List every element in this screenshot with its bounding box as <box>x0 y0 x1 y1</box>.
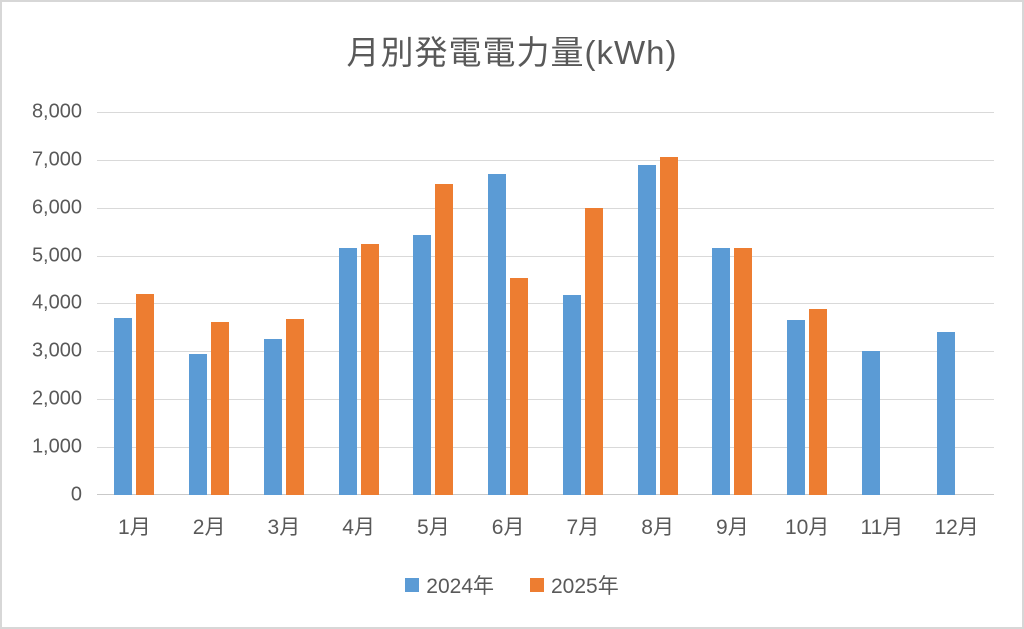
x-tick-label: 7月 <box>566 516 600 539</box>
bar-2024年-12月 <box>936 332 955 495</box>
bar-group-5月 <box>396 112 471 495</box>
gridline <box>97 112 994 113</box>
x-tick-label: 12月 <box>934 516 979 539</box>
gridline <box>97 160 994 161</box>
y-tick-label: 6,000 <box>31 196 82 219</box>
y-tick-label: 1,000 <box>31 435 82 458</box>
plot-area <box>97 112 994 495</box>
bar-2024年-11月 <box>861 351 880 495</box>
x-tick-label: 9月 <box>716 516 749 539</box>
y-tick-label: 5,000 <box>31 244 82 267</box>
bar-2025年-10月 <box>809 309 828 495</box>
gridline <box>97 303 994 304</box>
legend-label: 2025年 <box>551 575 619 598</box>
bar-2024年-6月 <box>488 174 507 495</box>
x-tick-label: 10月 <box>784 516 830 539</box>
bar-2025年-4月 <box>360 244 379 495</box>
legend-item-2024年: 2024年 <box>405 570 494 600</box>
legend-label: 2024年 <box>426 575 494 598</box>
y-tick-label: 3,000 <box>31 339 82 362</box>
x-axis: 1月 2月 3月 4月 5月 6月 7月 8月 9月 10月 11月 12月 <box>97 507 994 543</box>
bar-2024年-9月 <box>712 248 731 495</box>
bar-2025年-5月 <box>435 184 454 495</box>
bar-2024年-8月 <box>637 165 656 495</box>
y-tick-label: 7,000 <box>31 148 82 171</box>
bar-2025年-1月 <box>136 294 155 495</box>
y-tick-label: 0 <box>70 483 82 506</box>
bar-group-6月 <box>471 112 546 495</box>
bar-2025年-3月 <box>285 319 304 495</box>
gridline <box>97 399 994 400</box>
y-tick-label: 2,000 <box>31 387 82 410</box>
legend: 2024年 2025年 <box>2 570 1022 600</box>
x-axis-line <box>97 494 994 495</box>
bar-group-8月 <box>620 112 695 495</box>
gridline <box>97 256 994 257</box>
legend-swatch-icon <box>530 578 544 592</box>
x-tick-label: 8月 <box>641 516 674 539</box>
bar-2024年-5月 <box>413 235 432 495</box>
bar-2025年-2月 <box>211 322 230 495</box>
x-tick-label: 11月 <box>860 516 904 539</box>
bar-2024年-4月 <box>338 248 357 495</box>
legend-swatch-icon <box>405 578 420 592</box>
bar-2024年-2月 <box>189 354 208 495</box>
bar-group-10月 <box>770 112 845 495</box>
x-tick-label: 4月 <box>342 516 375 539</box>
bar-group-4月 <box>321 112 396 495</box>
y-tick-label: 4,000 <box>31 291 82 314</box>
x-tick-label: 6月 <box>491 516 525 539</box>
x-tick-label: 3月 <box>267 516 301 539</box>
bar-2025年-8月 <box>659 157 678 495</box>
bar-group-7月 <box>546 112 621 495</box>
gridline <box>97 208 994 209</box>
x-tick-label: 2月 <box>192 516 226 539</box>
bar-group-1月 <box>97 112 172 495</box>
gridline <box>97 351 994 352</box>
bar-2024年-3月 <box>263 339 282 495</box>
bar-2025年-9月 <box>734 248 753 495</box>
bar-2024年-10月 <box>787 320 806 495</box>
bar-group-2月 <box>172 112 247 495</box>
y-tick-label: 8,000 <box>31 100 82 123</box>
y-axis: 0 1,000 2,000 3,000 4,000 5,000 6,000 7,000 8,00… <box>2 101 82 506</box>
bar-group-9月 <box>695 112 770 495</box>
bar-group-3月 <box>247 112 322 495</box>
gridline <box>97 447 994 448</box>
x-tick-label: 1月 <box>118 516 151 539</box>
bar-2025年-6月 <box>510 278 529 495</box>
bar-group-12月 <box>919 112 994 495</box>
chart-title: 月別発電電力量(kWh) <box>346 34 678 71</box>
bar-2024年-1月 <box>114 318 133 495</box>
x-tick-label: 5月 <box>417 516 450 539</box>
bar-2024年-7月 <box>562 295 581 495</box>
bar-2025年-7月 <box>584 208 603 495</box>
bar-group-11月 <box>845 112 920 495</box>
legend-item-2025年: 2025年 <box>530 570 619 600</box>
